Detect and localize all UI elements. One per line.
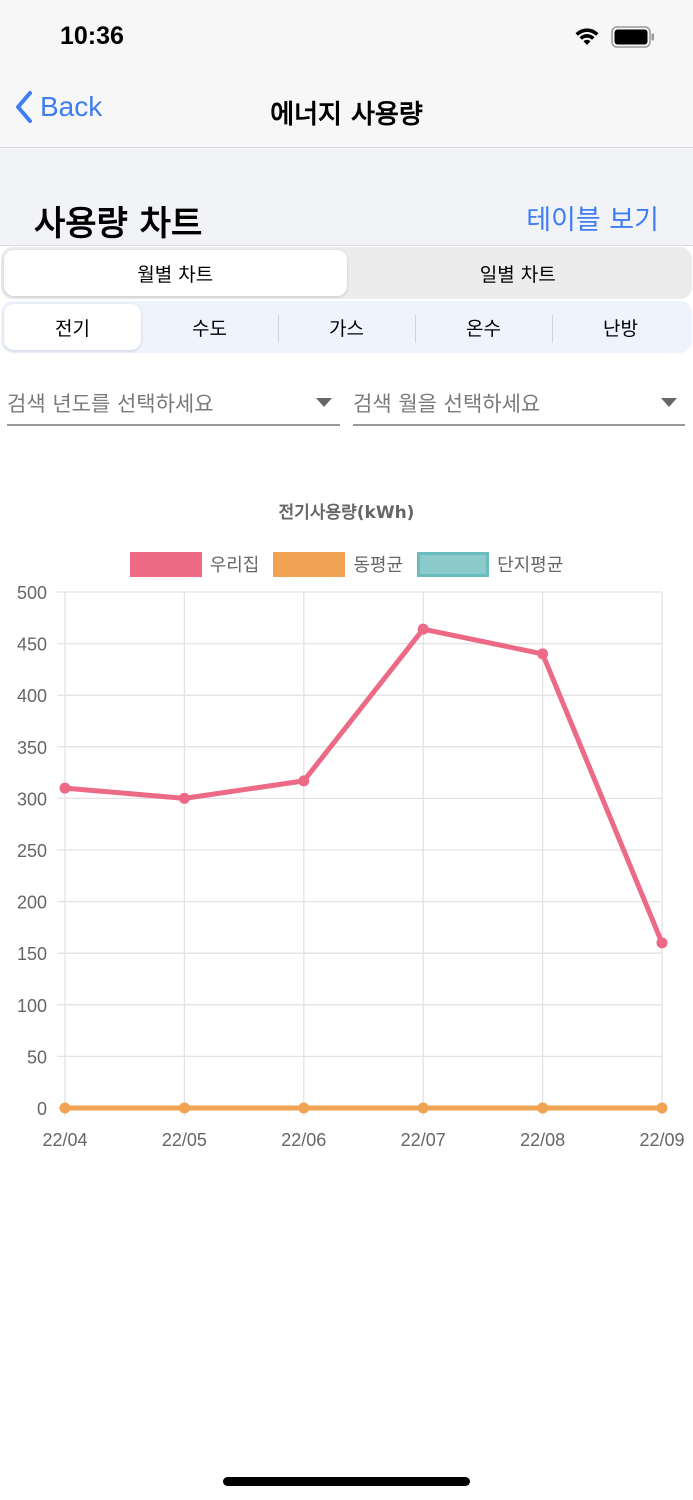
status-icons <box>573 26 655 48</box>
caret-down-icon <box>661 398 677 407</box>
tab-label: 가스 <box>329 317 364 340</box>
month-select-placeholder: 검색 월을 선택하세요 <box>353 392 541 416</box>
battery-icon <box>611 26 654 48</box>
data-point <box>298 1102 310 1114</box>
utility-segmented-control: 전기 수도 가스 온수 난방 <box>1 301 692 353</box>
tab-monthly-chart[interactable]: 월별 차트 <box>4 250 347 296</box>
y-tick-label: 50 <box>27 1047 47 1067</box>
x-tick-label: 22/05 <box>162 1130 207 1150</box>
y-tick-label: 500 <box>17 583 47 603</box>
tab-daily-chart[interactable]: 일별 차트 <box>479 263 556 286</box>
legend-item-complex-average[interactable]: 단지평균 <box>417 551 563 577</box>
tab-water[interactable]: 수도 <box>141 304 278 350</box>
x-tick-label: 22/06 <box>281 1130 326 1150</box>
wifi-icon <box>575 28 599 45</box>
x-tick-label: 22/07 <box>401 1130 446 1150</box>
segment-divider <box>278 315 279 343</box>
series-line <box>64 626 665 944</box>
data-point <box>537 648 549 660</box>
period-segmented-control: 월별 차트 일별 차트 <box>1 247 692 299</box>
legend-swatch-home <box>129 551 202 577</box>
y-tick-label: 200 <box>17 893 47 913</box>
section-title: 사용량 차트 <box>34 204 203 244</box>
tab-gas[interactable]: 가스 <box>278 304 415 350</box>
section-header: 사용량 차트 테이블 보기 <box>0 148 693 246</box>
data-point <box>59 1102 71 1114</box>
legend-item-home[interactable]: 우리집 <box>129 551 260 577</box>
y-tick-label: 250 <box>17 841 47 861</box>
tab-electricity[interactable]: 전기 <box>4 304 141 350</box>
chart-legend: 우리집 동평균 단지평균 <box>0 551 693 577</box>
legend-swatch-complex <box>417 551 490 577</box>
segment-divider <box>415 315 416 343</box>
x-tick-label: 22/09 <box>639 1130 684 1150</box>
y-tick-label: 100 <box>17 996 47 1016</box>
page-title: 에너지 사용량 <box>270 100 423 130</box>
legend-label: 우리집 <box>209 555 260 576</box>
legend-swatch-dong <box>273 551 346 577</box>
month-select[interactable]: 검색 월을 선택하세요 <box>353 378 685 426</box>
view-table-link[interactable]: 테이블 보기 <box>526 205 659 236</box>
data-point <box>656 937 668 949</box>
y-tick-label: 400 <box>17 686 47 706</box>
y-tick-label: 450 <box>17 635 47 655</box>
tab-label: 전기 <box>55 317 90 340</box>
chevron-left-icon <box>16 91 32 123</box>
year-select-placeholder: 검색 년도를 선택하세요 <box>7 392 214 416</box>
x-tick-label: 22/04 <box>42 1130 87 1150</box>
legend-item-dong-average[interactable]: 동평균 <box>273 551 403 577</box>
data-point <box>59 782 71 794</box>
x-tick-label: 22/08 <box>520 1130 565 1150</box>
y-tick-label: 0 <box>37 1099 47 1119</box>
data-point <box>298 775 310 787</box>
data-point <box>178 1102 190 1114</box>
y-tick-label: 300 <box>17 789 47 809</box>
chart-title: 전기사용량(kWh) <box>278 503 415 523</box>
tab-label: 온수 <box>466 317 501 340</box>
back-label: Back <box>40 91 103 122</box>
year-select[interactable]: 검색 년도를 선택하세요 <box>7 378 340 426</box>
back-button[interactable]: Back <box>14 90 102 124</box>
legend-label: 동평균 <box>353 555 404 576</box>
data-point <box>178 792 190 804</box>
tab-label: 수도 <box>192 317 227 340</box>
y-tick-label: 350 <box>17 738 47 758</box>
navigation-bar: Back 에너지 사용량 <box>0 72 693 148</box>
status-bar: 10:36 <box>0 0 693 72</box>
data-point <box>537 1102 549 1114</box>
home-indicator <box>223 1477 470 1486</box>
data-point <box>656 1102 668 1114</box>
y-tick-label: 150 <box>17 944 47 964</box>
legend-label: 단지평균 <box>497 555 564 576</box>
tab-heating[interactable]: 난방 <box>552 304 689 350</box>
status-time: 10:36 <box>60 22 124 50</box>
caret-down-icon <box>316 398 332 407</box>
data-point <box>417 1102 429 1114</box>
tab-hot-water[interactable]: 온수 <box>415 304 552 350</box>
tab-label: 난방 <box>603 317 638 340</box>
segment-divider <box>552 315 553 343</box>
data-point <box>417 623 429 635</box>
